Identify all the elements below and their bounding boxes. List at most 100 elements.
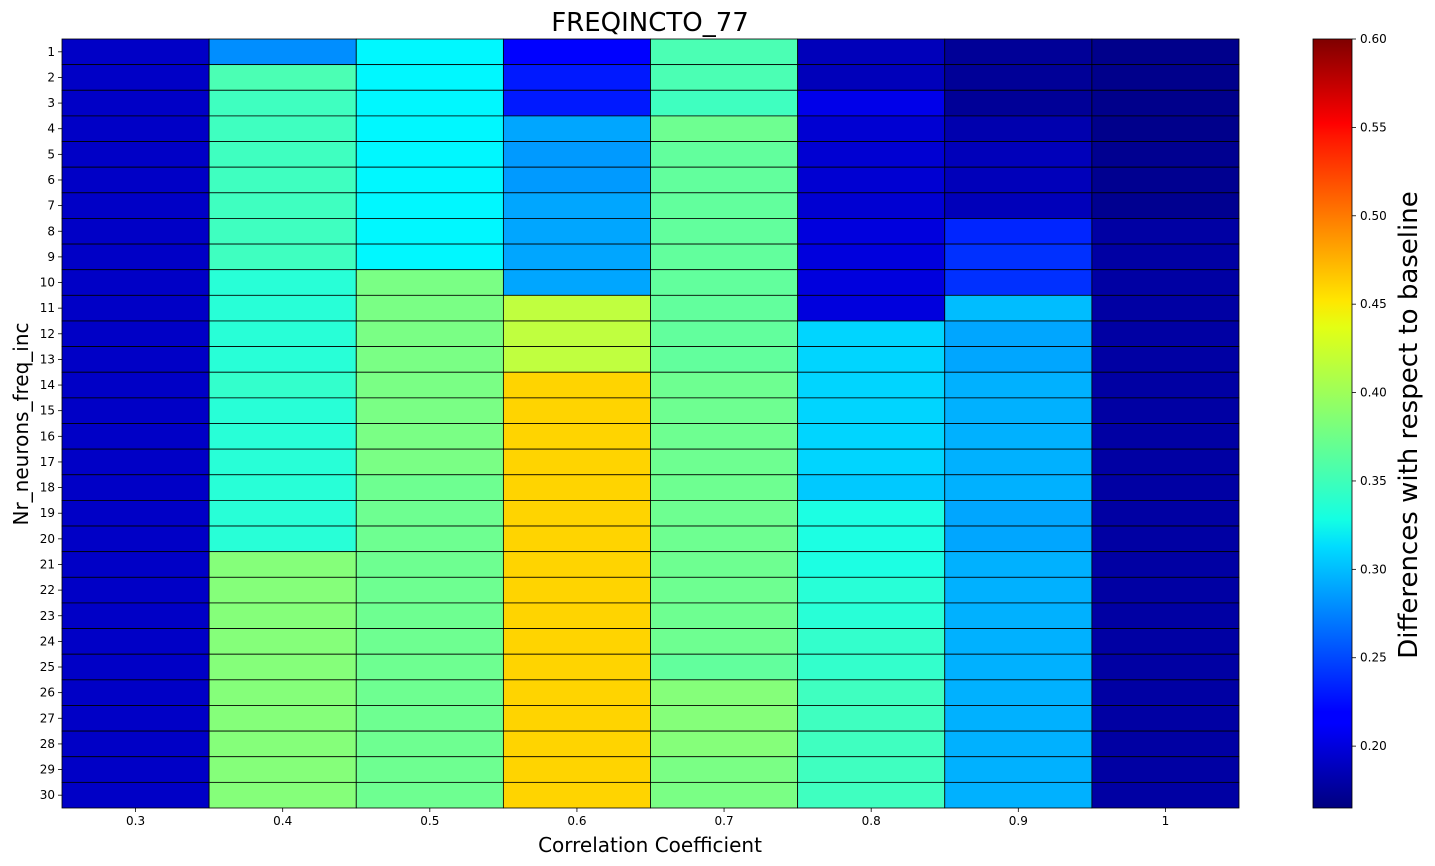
heatmap-cell bbox=[944, 525, 1093, 553]
heatmap-cell bbox=[1091, 551, 1240, 578]
heatmap-cell bbox=[650, 423, 799, 450]
heatmap-cell bbox=[944, 141, 1093, 168]
heatmap-cell bbox=[944, 499, 1093, 527]
y-tick-label: 22 bbox=[40, 583, 55, 597]
heatmap-cell bbox=[797, 269, 946, 296]
heatmap-cell bbox=[502, 64, 651, 91]
heatmap-cell bbox=[61, 294, 210, 322]
heatmap-cells bbox=[61, 38, 1240, 809]
heatmap-cell bbox=[502, 89, 651, 117]
heatmap-cell bbox=[1091, 294, 1240, 322]
heatmap-cell bbox=[1091, 243, 1240, 271]
y-tick-label: 15 bbox=[40, 404, 55, 418]
heatmap-cell bbox=[944, 218, 1093, 245]
heatmap-cell bbox=[944, 756, 1093, 783]
y-tick-label: 7 bbox=[47, 199, 55, 213]
y-tick-label: 11 bbox=[40, 301, 55, 315]
x-tick-label: 0.8 bbox=[862, 814, 881, 828]
heatmap-cell bbox=[944, 551, 1093, 578]
heatmap-cell bbox=[502, 602, 651, 629]
heatmap-cell bbox=[355, 551, 504, 578]
heatmap-cell bbox=[208, 346, 357, 373]
heatmap-cell bbox=[355, 730, 504, 758]
heatmap-cell bbox=[502, 346, 651, 373]
heatmap-cell bbox=[944, 269, 1093, 296]
heatmap-cell bbox=[797, 781, 946, 809]
heatmap-cell bbox=[208, 499, 357, 527]
heatmap-cell bbox=[355, 269, 504, 296]
heatmap-cell bbox=[502, 397, 651, 424]
heatmap-cell bbox=[208, 602, 357, 629]
x-tick-label: 0.5 bbox=[420, 814, 439, 828]
y-tick-label: 10 bbox=[40, 276, 55, 290]
heatmap-cell bbox=[797, 756, 946, 783]
heatmap-cell bbox=[208, 371, 357, 399]
y-tick-label: 20 bbox=[40, 532, 55, 546]
heatmap-cell bbox=[797, 294, 946, 322]
y-tick-label: 27 bbox=[40, 711, 55, 725]
heatmap-cell bbox=[61, 397, 210, 424]
heatmap-cell bbox=[502, 243, 651, 271]
heatmap-cell bbox=[208, 730, 357, 758]
heatmap-cell bbox=[355, 243, 504, 271]
heatmap-cell bbox=[650, 320, 799, 348]
colorbar-tick-label: 0.60 bbox=[1360, 32, 1387, 46]
heatmap-cell bbox=[355, 448, 504, 476]
heatmap-cell bbox=[1091, 269, 1240, 296]
colorbar-tick-label: 0.30 bbox=[1360, 562, 1387, 576]
x-tick-label: 0.9 bbox=[1009, 814, 1028, 828]
heatmap-cell bbox=[502, 38, 651, 66]
heatmap-cell bbox=[797, 653, 946, 681]
heatmap-cell bbox=[355, 474, 504, 501]
y-tick-label: 12 bbox=[40, 327, 55, 341]
heatmap-cell bbox=[944, 243, 1093, 271]
heatmap-cell bbox=[797, 115, 946, 142]
heatmap-cell bbox=[797, 679, 946, 706]
heatmap-cell bbox=[650, 653, 799, 681]
heatmap-cell bbox=[797, 89, 946, 117]
heatmap-cell bbox=[355, 679, 504, 706]
x-tick-label: 0.7 bbox=[715, 814, 734, 828]
heatmap-cell bbox=[650, 89, 799, 117]
heatmap-cell bbox=[650, 294, 799, 322]
heatmap-cell bbox=[502, 423, 651, 450]
heatmap-cell bbox=[61, 38, 210, 66]
y-tick-label: 8 bbox=[47, 224, 55, 238]
x-tick-label: 0.4 bbox=[273, 814, 292, 828]
heatmap-cell bbox=[208, 115, 357, 142]
heatmap-cell bbox=[1091, 499, 1240, 527]
heatmap-cell bbox=[61, 525, 210, 553]
x-tick-label: 0.6 bbox=[567, 814, 586, 828]
y-tick-label: 23 bbox=[40, 609, 55, 623]
heatmap-cell bbox=[502, 269, 651, 296]
heatmap-cell bbox=[355, 192, 504, 219]
y-tick-label: 3 bbox=[47, 96, 55, 110]
heatmap-cell bbox=[1091, 576, 1240, 604]
heatmap-cell bbox=[355, 602, 504, 629]
heatmap-cell bbox=[650, 448, 799, 476]
heatmap-cell bbox=[1091, 115, 1240, 142]
heatmap-cell bbox=[797, 423, 946, 450]
heatmap-cell bbox=[944, 166, 1093, 194]
colorbar-tick-label: 0.35 bbox=[1360, 474, 1387, 488]
heatmap-cell bbox=[944, 192, 1093, 219]
heatmap-cell bbox=[61, 551, 210, 578]
heatmap-cell bbox=[944, 781, 1093, 809]
heatmap-cell bbox=[502, 320, 651, 348]
y-tick-label: 4 bbox=[47, 122, 55, 136]
heatmap-cell bbox=[208, 756, 357, 783]
y-tick-label: 30 bbox=[40, 788, 55, 802]
y-tick-label: 5 bbox=[47, 147, 55, 161]
heatmap-cell bbox=[502, 141, 651, 168]
heatmap-cell bbox=[208, 38, 357, 66]
y-tick-label: 18 bbox=[40, 481, 55, 495]
heatmap-cell bbox=[61, 141, 210, 168]
heatmap-cell bbox=[355, 423, 504, 450]
colorbar-tick-label: 0.25 bbox=[1360, 651, 1387, 665]
heatmap-cell bbox=[355, 38, 504, 66]
heatmap-cell bbox=[944, 38, 1093, 66]
heatmap-cell bbox=[944, 730, 1093, 758]
heatmap-cell bbox=[502, 499, 651, 527]
heatmap-cell bbox=[650, 602, 799, 629]
